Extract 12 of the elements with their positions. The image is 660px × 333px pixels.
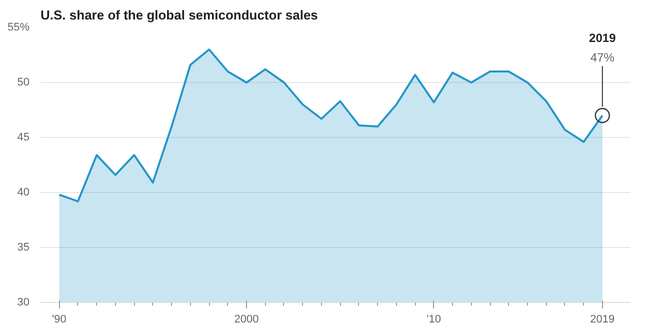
y-tick-label: 40	[17, 186, 30, 198]
y-tick-label: 55%	[7, 22, 30, 34]
y-tick-label: 50	[17, 76, 30, 88]
x-tick-label: '90	[52, 314, 66, 326]
chart-title: U.S. share of the global semiconductor sales	[40, 8, 318, 22]
annotation: 2019 47%	[589, 31, 616, 65]
y-tick-label: 45	[17, 132, 30, 144]
y-tick-label: 30	[17, 296, 30, 308]
y-tick-label: 35	[17, 242, 30, 254]
x-tick-label: 2019	[590, 314, 615, 326]
x-tick-label: '10	[426, 314, 442, 326]
x-tick-label: 2000	[234, 314, 259, 326]
